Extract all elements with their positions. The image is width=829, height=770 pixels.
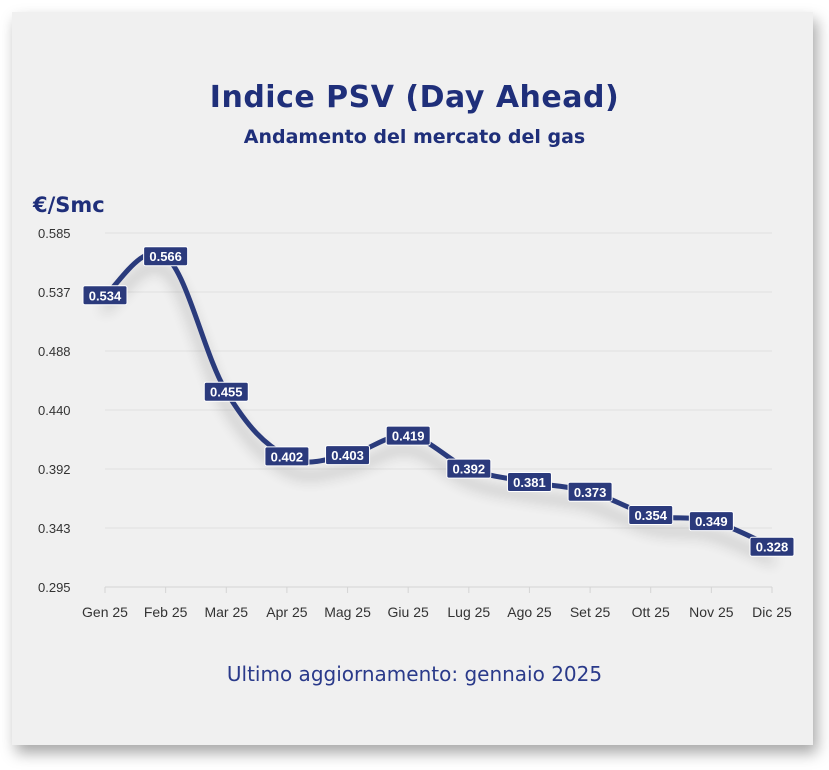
data-label-text: 0.534 — [89, 288, 122, 303]
data-label-box — [264, 446, 310, 467]
chart-card — [12, 12, 813, 745]
data-label-text: 0.566 — [149, 249, 182, 264]
y-axis-label: €/Smc — [33, 193, 105, 217]
data-label-text: 0.419 — [392, 429, 425, 444]
x-tick-label: Set 25 — [570, 604, 611, 620]
data-label-box — [325, 445, 371, 466]
x-tick-label: Lug 25 — [447, 604, 490, 620]
x-tick-label: Dic 25 — [752, 604, 792, 620]
data-label-text: 0.455 — [210, 385, 243, 400]
data-label-text: 0.403 — [331, 448, 364, 463]
data-label: 0.566 — [143, 246, 189, 267]
data-label: 0.381 — [506, 472, 552, 493]
data-label-box — [567, 481, 613, 502]
x-tick-label: Nov 25 — [689, 604, 734, 620]
data-label-text: 0.354 — [634, 508, 667, 523]
x-tick-label: Ago 25 — [507, 604, 552, 620]
y-tick-label: 0.392 — [38, 462, 71, 477]
data-label-text: 0.392 — [453, 462, 486, 477]
data-label: 0.402 — [264, 446, 310, 467]
data-label: 0.349 — [688, 511, 734, 532]
data-label: 0.455 — [203, 381, 249, 402]
data-label-box — [82, 285, 128, 306]
x-tick-label: Feb 25 — [144, 604, 188, 620]
data-label-box — [385, 425, 431, 446]
x-tick-label: Mar 25 — [204, 604, 248, 620]
y-tick-label: 0.343 — [38, 521, 71, 536]
y-tick-label: 0.440 — [38, 403, 71, 418]
data-label: 0.419 — [385, 425, 431, 446]
data-label-box — [688, 511, 734, 532]
last-update-text: Ultimo aggiornamento: gennaio 2025 — [226, 662, 603, 686]
data-label-text: 0.373 — [574, 485, 607, 500]
chart-title: Indice PSV (Day Ahead) — [209, 80, 620, 115]
data-label-box — [446, 458, 492, 479]
x-tick-label: Mag 25 — [324, 604, 371, 620]
data-label-text: 0.349 — [695, 514, 728, 529]
data-label: 0.328 — [749, 536, 795, 557]
chart-subtitle: Andamento del mercato del gas — [243, 126, 586, 148]
data-label-text: 0.381 — [513, 475, 546, 490]
x-tick-label: Ott 25 — [632, 604, 670, 620]
x-tick-label: Apr 25 — [266, 604, 307, 620]
y-tick-label: 0.537 — [38, 285, 71, 300]
data-label: 0.392 — [446, 458, 492, 479]
data-label-box — [628, 504, 674, 525]
data-label-text: 0.402 — [271, 449, 304, 464]
y-tick-label: 0.295 — [38, 580, 71, 595]
data-label: 0.403 — [325, 445, 371, 466]
x-tick-label: Giu 25 — [388, 604, 429, 620]
y-tick-label: 0.488 — [38, 344, 71, 359]
x-tick-label: Gen 25 — [82, 604, 128, 620]
data-label: 0.373 — [567, 481, 613, 502]
data-label: 0.534 — [82, 285, 128, 306]
y-tick-label: 0.585 — [38, 226, 71, 241]
data-label-box — [203, 381, 249, 402]
data-label-text: 0.328 — [756, 540, 789, 555]
data-label-box — [749, 536, 795, 557]
data-label: 0.354 — [628, 504, 674, 525]
data-label-box — [506, 472, 552, 493]
data-label-box — [143, 246, 189, 267]
